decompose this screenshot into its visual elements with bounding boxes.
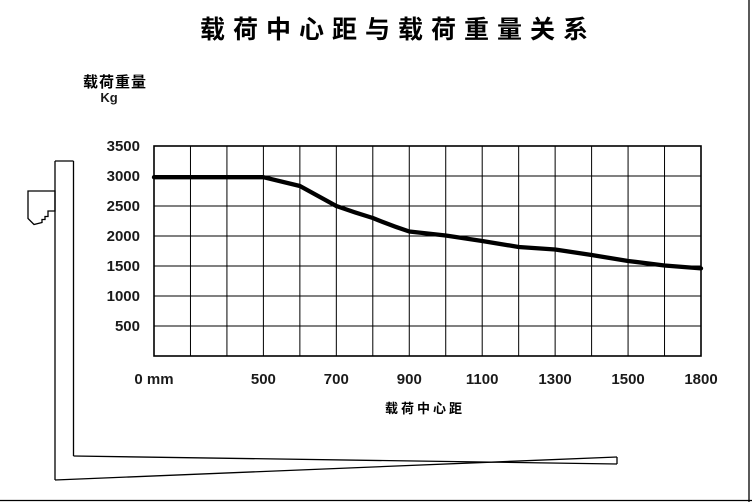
svg-text:1500: 1500 bbox=[107, 258, 140, 275]
svg-text:1100: 1100 bbox=[466, 371, 499, 388]
svg-text:载荷重量: 载荷重量 bbox=[83, 71, 147, 92]
svg-text:3500: 3500 bbox=[107, 138, 140, 155]
svg-text:1300: 1300 bbox=[538, 371, 571, 388]
svg-text:0 mm: 0 mm bbox=[134, 371, 173, 388]
svg-text:900: 900 bbox=[397, 371, 422, 388]
svg-text:载荷中心距: 载荷中心距 bbox=[385, 398, 465, 417]
svg-text:500: 500 bbox=[115, 318, 140, 335]
svg-text:1000: 1000 bbox=[107, 288, 140, 305]
svg-text:Kg: Kg bbox=[100, 90, 117, 105]
svg-text:700: 700 bbox=[324, 371, 349, 388]
svg-text:1500: 1500 bbox=[611, 371, 644, 388]
svg-text:1800: 1800 bbox=[684, 371, 717, 388]
svg-text:2500: 2500 bbox=[107, 198, 140, 215]
svg-text:500: 500 bbox=[251, 371, 276, 388]
svg-text:2000: 2000 bbox=[107, 228, 140, 245]
svg-text:3000: 3000 bbox=[107, 168, 140, 185]
